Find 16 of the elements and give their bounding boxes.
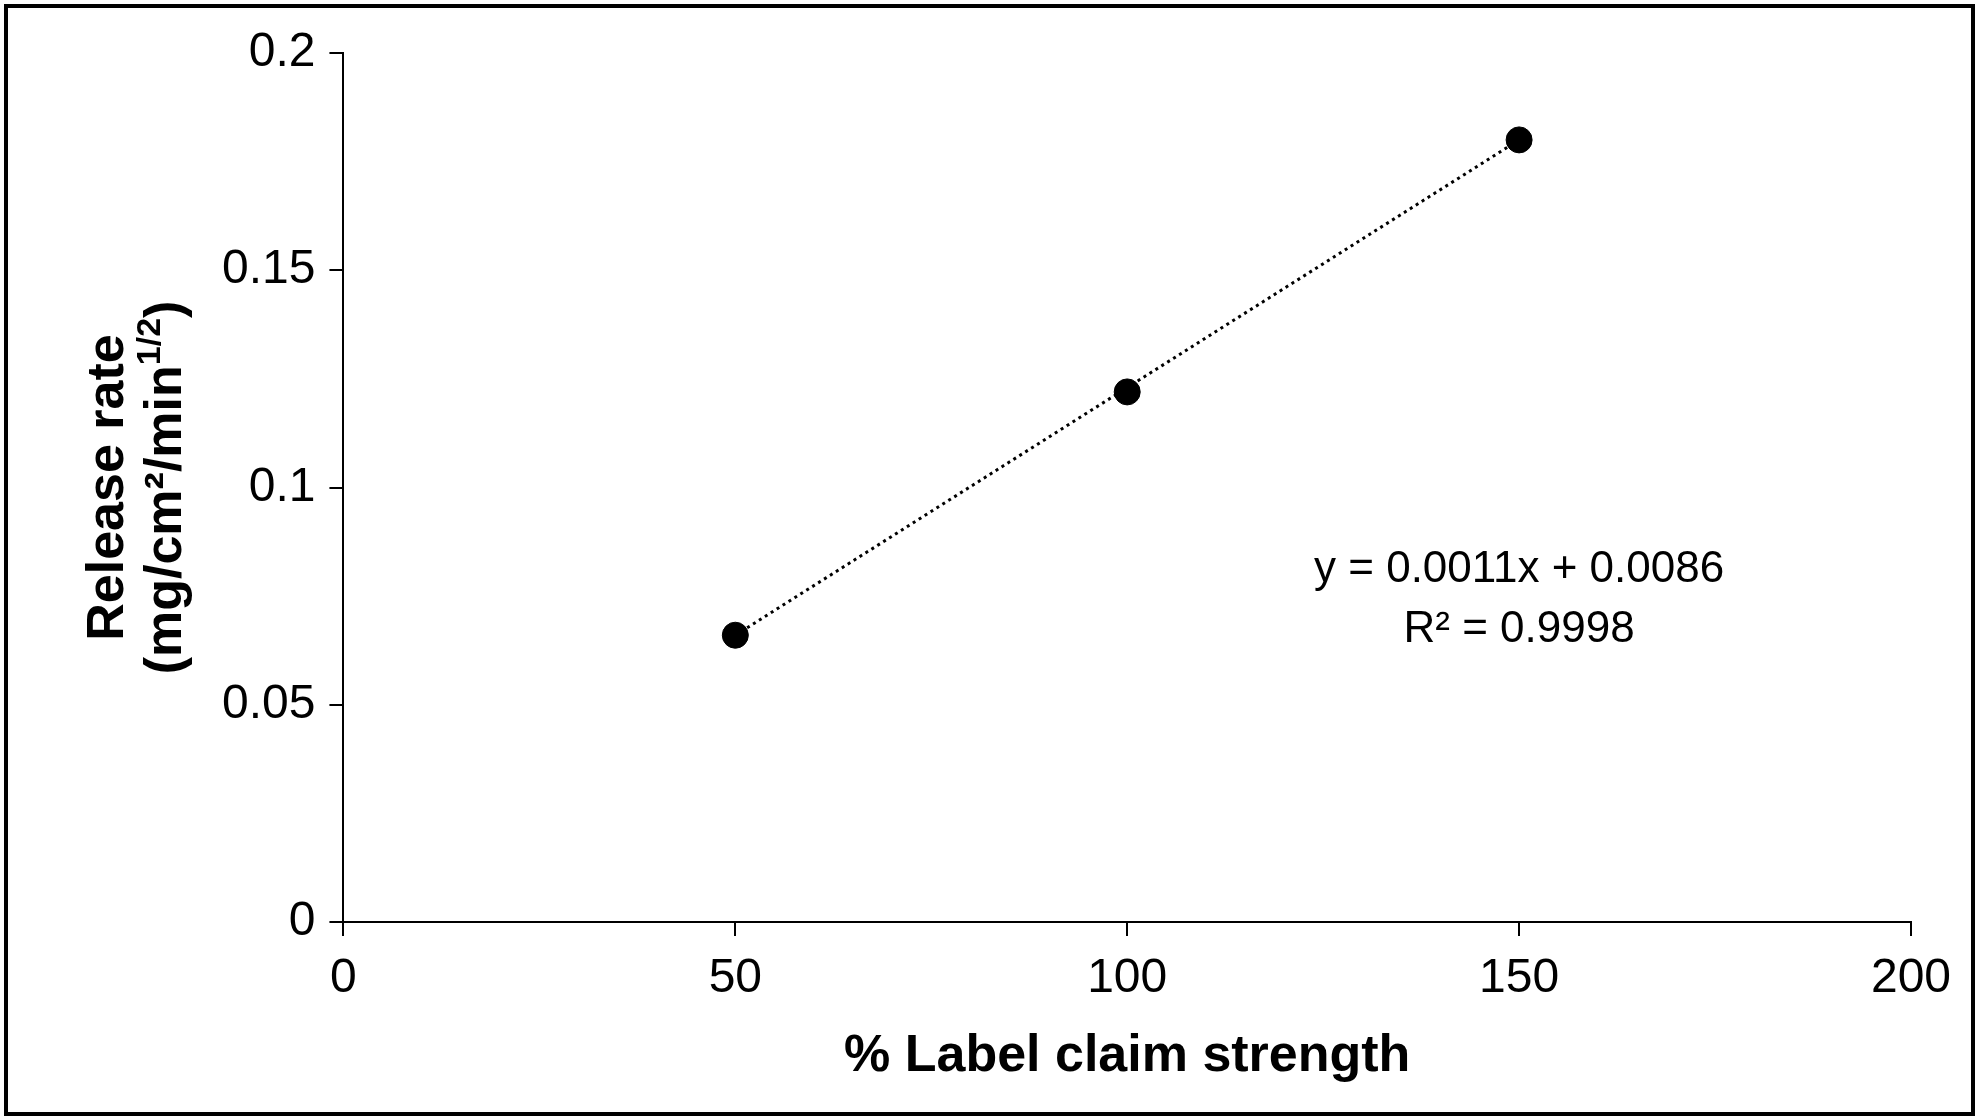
x-tick-label: 50 [708, 949, 763, 1003]
point [1505, 126, 1533, 154]
y-tick-label: 0.1 [248, 457, 316, 511]
annotation: R² = 0.9998 [1403, 602, 1635, 652]
x-tick-label: 100 [1087, 949, 1168, 1003]
y-tick-label: 0.2 [248, 23, 316, 77]
x-tick-label: 200 [1870, 949, 1952, 1003]
point [1113, 378, 1141, 406]
annotation: y = 0.0011x + 0.0086 [1314, 542, 1725, 592]
x-tick-label: 0 [330, 949, 357, 1003]
point [721, 621, 749, 649]
y-tick-label: 0.15 [222, 240, 316, 294]
x-axis-title: % Label claim strength [844, 1024, 1411, 1083]
y-tick-label: 0 [288, 892, 316, 946]
x-tick-label: 150 [1479, 949, 1560, 1003]
y-tick-label: 0.05 [222, 674, 316, 728]
